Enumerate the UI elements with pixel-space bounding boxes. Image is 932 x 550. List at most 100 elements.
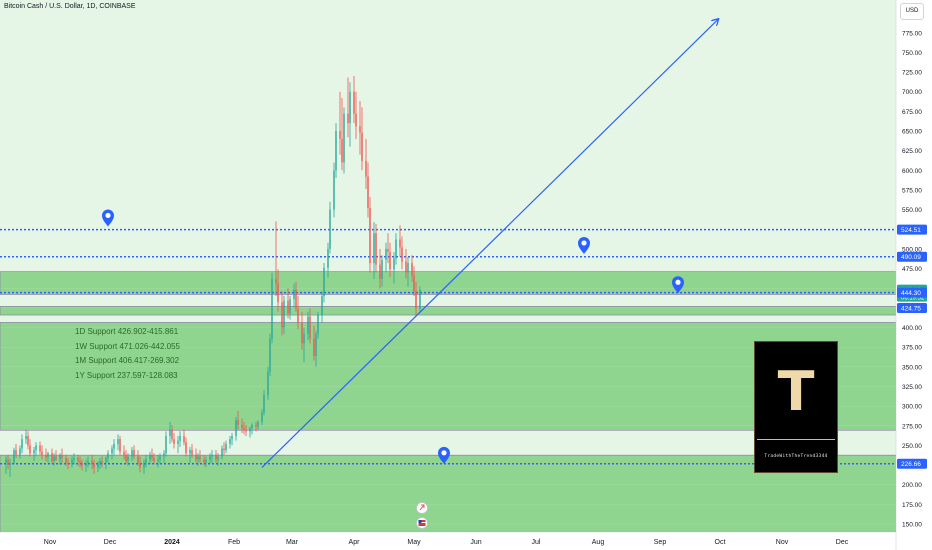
candle-body — [407, 263, 409, 273]
candle-body — [347, 113, 349, 124]
candle-body — [29, 445, 31, 454]
candle-body — [149, 454, 151, 460]
candle-body — [343, 113, 345, 163]
candle — [315, 330, 317, 367]
marker-group[interactable] — [102, 209, 684, 529]
candle — [91, 454, 93, 469]
candle — [283, 296, 285, 334]
candle-body — [241, 424, 243, 429]
candle — [81, 459, 83, 471]
price-label-tag[interactable]: 524.51 — [897, 224, 927, 235]
horizontal-levels[interactable] — [0, 228, 896, 465]
price-tick-label: 200.00 — [902, 482, 922, 489]
time-axis[interactable]: Nov Dec 2024 Feb Mar Apr May Jun Jul Aug Sep Oct Nov… — [0, 531, 932, 550]
candle-body — [171, 429, 173, 440]
candle-body — [105, 457, 107, 463]
price-tick-label: 375.00 — [902, 345, 922, 352]
candle — [249, 426, 251, 438]
candle-body — [117, 439, 119, 444]
time-tick-label: Apr — [349, 539, 361, 546]
price-label-tag[interactable]: 444.30 — [897, 287, 927, 298]
location-pin-icon[interactable] — [102, 209, 114, 227]
candle — [413, 266, 415, 297]
flag-canton — [418, 520, 422, 523]
time-tick-label: Dec — [104, 539, 117, 546]
price-label-text: 424.75 — [901, 306, 921, 313]
candle-body — [33, 450, 35, 454]
trendline-group[interactable] — [261, 19, 718, 468]
watermark-logo: T TradeWithTheTrend3344 — [754, 341, 838, 473]
candle — [137, 450, 139, 466]
price-tick-label: 475.00 — [902, 266, 922, 273]
candle-body — [369, 208, 371, 264]
logo-caption: TradeWithTheTrend3344 — [764, 454, 828, 459]
candle — [127, 453, 129, 466]
price-label-tag[interactable]: 226.66 — [897, 458, 927, 469]
candle-body — [27, 435, 29, 446]
candle-body — [91, 461, 93, 465]
candle — [139, 456, 141, 473]
candle — [223, 442, 225, 455]
candle-body — [231, 435, 233, 440]
time-tick-label: Nov — [44, 539, 57, 546]
candle-body — [81, 462, 83, 466]
candle — [125, 450, 127, 465]
us-flag-event-icon[interactable] — [416, 517, 428, 529]
support-label-1d: 1D Support 426.902-415.861 — [75, 327, 179, 336]
price-label-bg — [897, 458, 927, 469]
candle — [143, 459, 145, 474]
time-tick-label: Jul — [532, 539, 541, 546]
candle — [251, 423, 253, 435]
candle-body — [163, 453, 165, 457]
candle — [15, 443, 17, 458]
price-axis-bg — [896, 0, 932, 550]
candle — [179, 431, 181, 447]
price-axis[interactable]: 150.00175.00200.00225.00250.00275.00300.… — [895, 0, 932, 550]
candle-body — [327, 248, 329, 268]
event-glyph — [419, 504, 425, 511]
candle — [197, 453, 199, 466]
candle — [365, 138, 367, 190]
trendline-arrow[interactable] — [261, 19, 718, 468]
candle — [33, 446, 35, 462]
price-label-tag[interactable]: 490.09 — [897, 251, 927, 262]
candle — [7, 454, 9, 469]
candle — [373, 222, 375, 279]
symbol-title[interactable]: Bitcoin Cash / U.S. Dollar, 1D, COINBASE — [4, 3, 136, 10]
candle — [267, 366, 269, 400]
price-label-tag[interactable]: 424.75 — [897, 303, 927, 314]
dividend-event-icon[interactable] — [416, 502, 428, 514]
location-pin-icon[interactable] — [672, 276, 684, 294]
candle — [243, 421, 245, 435]
candle — [287, 288, 289, 319]
candle-body — [257, 421, 259, 427]
candle — [163, 450, 165, 463]
candle — [359, 101, 361, 155]
candle — [157, 454, 159, 468]
candle — [389, 242, 391, 278]
candle-body — [381, 259, 383, 279]
candle — [77, 454, 79, 466]
price-tick-label: 625.00 — [902, 148, 922, 155]
location-pin-icon[interactable] — [438, 446, 450, 464]
candle — [67, 457, 69, 469]
candle-body — [157, 459, 159, 462]
candle-body — [73, 457, 75, 460]
candle-body — [169, 429, 171, 436]
candle-body — [415, 291, 417, 309]
candle — [39, 441, 41, 455]
location-pin-icon[interactable] — [578, 236, 590, 254]
currency-button[interactable]: USD — [900, 3, 924, 20]
support-zone-3 — [0, 454, 897, 533]
candle — [309, 308, 311, 344]
candle-body — [379, 264, 381, 279]
chart-pane-fill — [0, 0, 896, 532]
candle-body — [99, 461, 101, 465]
candle-body — [211, 454, 213, 457]
candlestick-series — [5, 75, 421, 477]
candle — [97, 461, 99, 473]
time-tick-label: May — [407, 539, 421, 546]
candle — [343, 107, 345, 174]
